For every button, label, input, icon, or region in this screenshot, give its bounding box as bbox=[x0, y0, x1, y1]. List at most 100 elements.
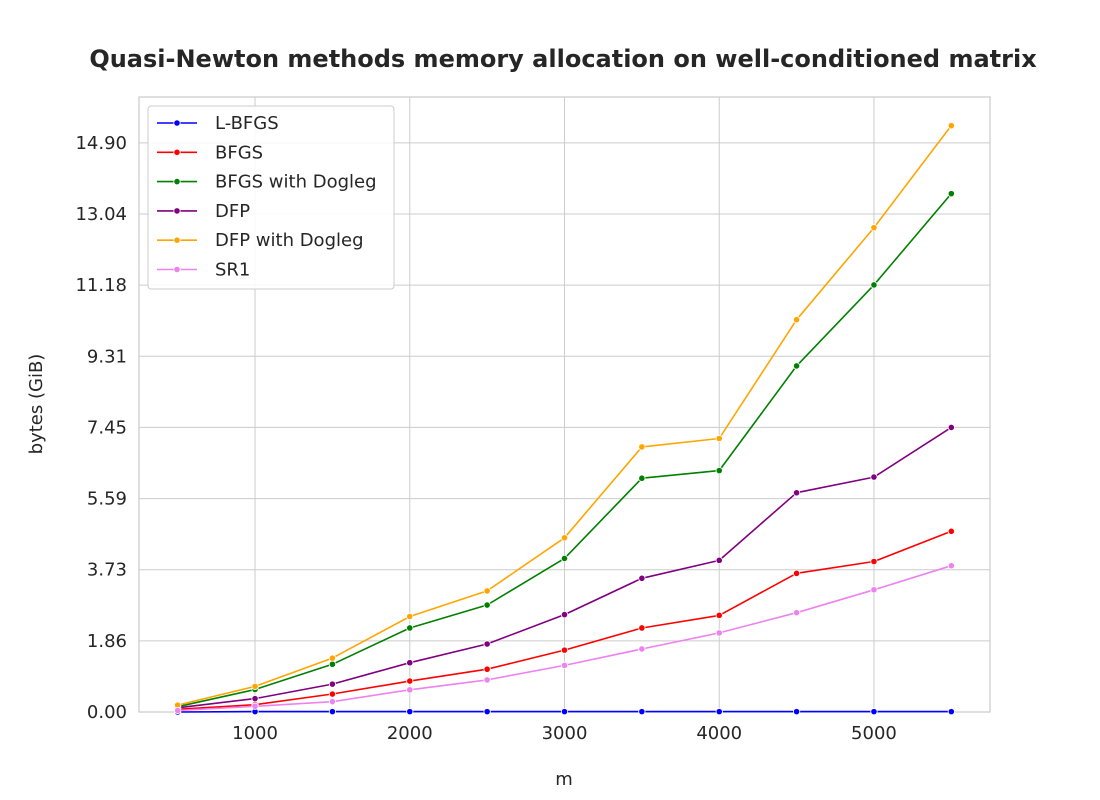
data-point-l-bfgs bbox=[483, 708, 491, 716]
legend-item-sr1: SR1 bbox=[157, 260, 250, 281]
data-point-l-bfgs bbox=[560, 708, 569, 716]
legend-item-dfp-with-dogleg: DFP with Dogleg bbox=[157, 230, 364, 251]
data-point-l-bfgs bbox=[715, 708, 723, 716]
data-point-bfgs-with-dogleg bbox=[406, 624, 414, 632]
data-point-dfp bbox=[328, 680, 337, 688]
data-point-sr1 bbox=[174, 706, 182, 715]
y-tick-label: 14.90 bbox=[75, 133, 127, 154]
data-point-bfgs bbox=[638, 624, 646, 632]
data-point-bfgs-with-dogleg bbox=[560, 554, 569, 563]
data-point-sr1 bbox=[328, 698, 337, 706]
data-point-sr1 bbox=[947, 562, 955, 570]
data-point-bfgs-with-dogleg bbox=[715, 466, 723, 475]
legend-label: BFGS with Dogleg bbox=[215, 172, 377, 193]
data-point-sr1 bbox=[870, 586, 878, 594]
y-tick-label: 0.00 bbox=[87, 702, 127, 723]
legend-label: BFGS bbox=[215, 142, 263, 163]
x-tick-label: 1000 bbox=[232, 723, 278, 744]
data-point-bfgs bbox=[560, 646, 569, 654]
data-point-dfp-with-dogleg bbox=[406, 612, 414, 621]
data-point-dfp bbox=[251, 695, 259, 703]
data-point-bfgs-with-dogleg bbox=[328, 660, 337, 668]
data-point-sr1 bbox=[560, 661, 569, 669]
data-point-bfgs-with-dogleg bbox=[638, 474, 646, 482]
legend-item-dfp: DFP bbox=[157, 201, 250, 222]
legend-swatch-marker bbox=[173, 119, 181, 127]
legend-swatch-marker bbox=[173, 236, 181, 244]
legend-frame bbox=[147, 105, 395, 290]
legend-label: L-BFGS bbox=[215, 113, 279, 134]
chart-title: Quasi-Newton methods memory allocation o… bbox=[89, 45, 1037, 73]
data-point-l-bfgs bbox=[870, 708, 878, 716]
legend-swatch-marker bbox=[173, 207, 181, 215]
data-point-sr1 bbox=[483, 676, 491, 684]
x-tick-label: 5000 bbox=[851, 723, 897, 744]
y-tick-label: 9.31 bbox=[87, 346, 127, 367]
legend-item-bfgs: BFGS bbox=[157, 142, 263, 163]
data-point-dfp bbox=[638, 574, 646, 582]
data-point-bfgs bbox=[715, 611, 723, 619]
data-point-dfp-with-dogleg bbox=[870, 224, 878, 232]
data-point-dfp bbox=[870, 473, 878, 481]
data-point-sr1 bbox=[638, 645, 646, 653]
series-dfp-with-dogleg bbox=[174, 122, 955, 709]
data-point-dfp-with-dogleg bbox=[251, 682, 259, 691]
data-point-sr1 bbox=[406, 686, 414, 694]
legend-label: SR1 bbox=[215, 260, 250, 281]
data-point-l-bfgs bbox=[638, 708, 646, 716]
data-point-sr1 bbox=[251, 702, 259, 710]
series-sr1 bbox=[174, 562, 955, 715]
legend-swatch-marker bbox=[173, 178, 181, 186]
data-point-l-bfgs bbox=[328, 708, 337, 716]
data-point-dfp bbox=[947, 423, 955, 432]
x-tick-label: 4000 bbox=[696, 723, 742, 744]
data-point-bfgs bbox=[406, 677, 414, 685]
data-point-dfp bbox=[792, 489, 801, 497]
data-point-bfgs-with-dogleg bbox=[792, 362, 801, 370]
data-point-bfgs bbox=[870, 557, 878, 566]
x-tick-label: 3000 bbox=[542, 723, 588, 744]
data-point-bfgs bbox=[328, 690, 337, 698]
data-point-sr1 bbox=[715, 629, 723, 637]
legend-item-l-bfgs: L-BFGS bbox=[157, 113, 279, 134]
legend: L-BFGS BFGS BFGS with Dogleg DFP DFP with Do… bbox=[147, 105, 395, 290]
y-tick-label: 11.18 bbox=[75, 275, 127, 296]
data-point-l-bfgs bbox=[792, 708, 801, 716]
data-point-dfp bbox=[560, 610, 569, 619]
series-lines bbox=[174, 122, 955, 716]
data-point-dfp-with-dogleg bbox=[328, 654, 337, 662]
data-point-bfgs bbox=[792, 569, 801, 577]
data-point-bfgs-with-dogleg bbox=[870, 281, 878, 289]
data-point-dfp-with-dogleg bbox=[715, 434, 723, 443]
y-tick-label: 5.59 bbox=[87, 489, 127, 510]
legend-label: DFP bbox=[215, 201, 250, 222]
data-point-l-bfgs bbox=[406, 708, 414, 716]
legend-swatch-marker bbox=[173, 148, 181, 156]
y-tick-label: 3.73 bbox=[87, 560, 127, 581]
data-point-bfgs bbox=[947, 527, 955, 535]
data-point-dfp-with-dogleg bbox=[638, 443, 646, 451]
y-tick-label: 7.45 bbox=[87, 417, 127, 438]
legend-items: L-BFGS BFGS BFGS with Dogleg DFP DFP with Do… bbox=[157, 113, 377, 281]
legend-label: DFP with Dogleg bbox=[215, 230, 364, 251]
data-point-dfp-with-dogleg bbox=[483, 587, 491, 595]
legend-swatch-marker bbox=[173, 265, 181, 274]
x-axis-label: m bbox=[555, 769, 573, 790]
data-point-dfp-with-dogleg bbox=[792, 316, 801, 324]
series-l-bfgs bbox=[174, 708, 955, 716]
data-point-dfp bbox=[715, 556, 723, 564]
data-point-dfp-with-dogleg bbox=[560, 534, 569, 542]
data-point-dfp-with-dogleg bbox=[947, 122, 955, 130]
data-point-l-bfgs bbox=[947, 708, 955, 716]
x-axis-ticks: 1000 2000 3000 4000 5000 bbox=[232, 723, 897, 744]
y-axis-label: bytes (GiB) bbox=[26, 354, 47, 455]
y-axis-ticks: 0.00 1.86 3.73 5.59 7.45 9.31 11.18 13.04 14.90 bbox=[75, 133, 127, 723]
data-point-bfgs bbox=[483, 665, 491, 673]
data-point-sr1 bbox=[792, 609, 801, 617]
y-tick-label: 1.86 bbox=[87, 631, 127, 652]
data-point-bfgs-with-dogleg bbox=[947, 190, 955, 198]
data-point-dfp bbox=[406, 659, 414, 667]
legend-item-bfgs-with-dogleg: BFGS with Dogleg bbox=[157, 172, 377, 193]
x-tick-label: 2000 bbox=[387, 723, 433, 744]
